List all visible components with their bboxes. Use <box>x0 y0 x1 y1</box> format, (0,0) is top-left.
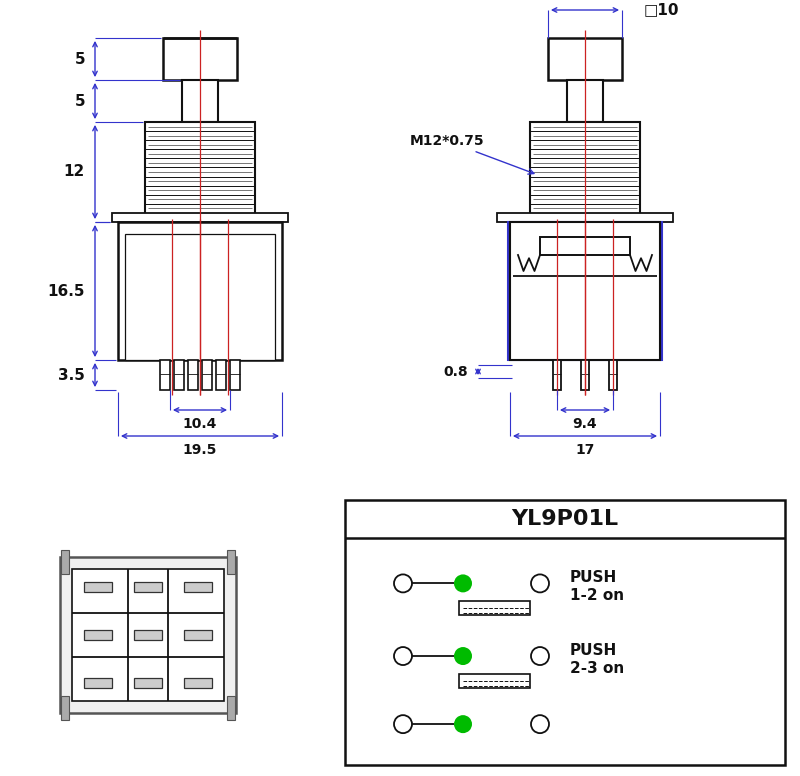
Polygon shape <box>184 678 212 688</box>
Text: 0.8: 0.8 <box>443 365 468 379</box>
Polygon shape <box>230 360 240 390</box>
Polygon shape <box>497 213 673 222</box>
Polygon shape <box>202 360 212 390</box>
Polygon shape <box>145 122 255 222</box>
Polygon shape <box>61 550 69 574</box>
Text: 5: 5 <box>74 93 85 109</box>
Polygon shape <box>609 360 617 390</box>
Polygon shape <box>72 569 224 701</box>
Text: 3.5: 3.5 <box>58 368 85 383</box>
Polygon shape <box>112 213 288 222</box>
Polygon shape <box>160 360 170 390</box>
Circle shape <box>454 715 472 733</box>
Polygon shape <box>227 696 235 720</box>
Text: PUSH: PUSH <box>570 643 618 657</box>
Text: 1-2 on: 1-2 on <box>570 588 624 603</box>
Text: YL9P01L: YL9P01L <box>511 509 618 529</box>
Text: 16.5: 16.5 <box>47 283 85 299</box>
Polygon shape <box>84 630 112 640</box>
Polygon shape <box>567 80 603 122</box>
Polygon shape <box>581 360 589 390</box>
Polygon shape <box>184 630 212 640</box>
Polygon shape <box>84 582 112 592</box>
Polygon shape <box>61 696 69 720</box>
Polygon shape <box>60 557 236 713</box>
Polygon shape <box>216 360 226 390</box>
Polygon shape <box>548 38 622 80</box>
Polygon shape <box>84 678 112 688</box>
Polygon shape <box>459 674 530 688</box>
Circle shape <box>454 574 472 592</box>
Polygon shape <box>530 122 640 222</box>
Text: 19.5: 19.5 <box>183 443 217 457</box>
Text: 2-3 on: 2-3 on <box>570 660 624 676</box>
Polygon shape <box>134 582 162 592</box>
Polygon shape <box>182 80 218 122</box>
Polygon shape <box>459 601 530 615</box>
Polygon shape <box>184 582 212 592</box>
Polygon shape <box>345 500 785 765</box>
Text: M12*0.75: M12*0.75 <box>410 134 534 174</box>
Polygon shape <box>227 550 235 574</box>
Text: 12: 12 <box>64 165 85 179</box>
Polygon shape <box>134 630 162 640</box>
Circle shape <box>454 647 472 665</box>
Polygon shape <box>553 360 561 390</box>
Text: PUSH: PUSH <box>570 570 618 585</box>
Polygon shape <box>163 38 237 80</box>
Text: 10.4: 10.4 <box>183 417 217 431</box>
Polygon shape <box>188 360 198 390</box>
Text: 5: 5 <box>74 51 85 67</box>
Polygon shape <box>134 678 162 688</box>
Polygon shape <box>510 222 660 360</box>
Polygon shape <box>174 360 184 390</box>
Polygon shape <box>125 234 275 360</box>
Text: 9.4: 9.4 <box>573 417 598 431</box>
Polygon shape <box>540 237 630 255</box>
Polygon shape <box>508 222 662 360</box>
Text: □10: □10 <box>644 2 679 18</box>
Text: 17: 17 <box>575 443 594 457</box>
Polygon shape <box>118 222 282 360</box>
